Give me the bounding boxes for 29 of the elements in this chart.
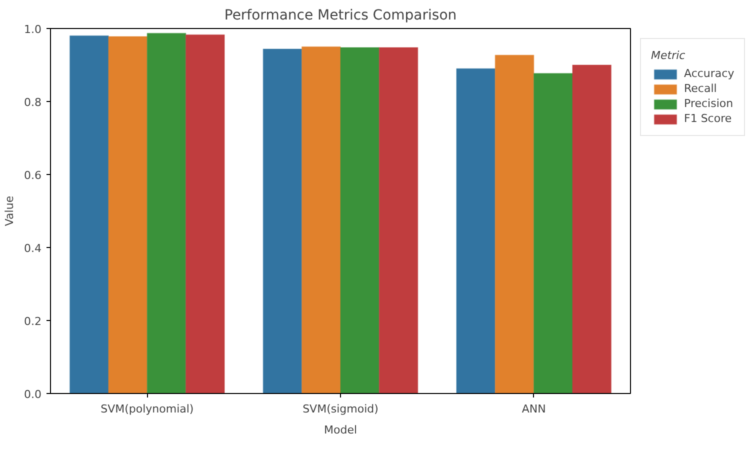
bar [301,46,341,394]
y-tick-label: 0.4 [24,242,42,255]
y-tick-label: 0.0 [24,388,42,401]
legend-label: F1 Score [684,112,732,125]
bar [262,48,302,394]
chart-title: Performance Metrics Comparison [224,8,457,24]
x-tick-label: ANN [522,402,546,416]
bar [494,54,534,394]
bar [108,36,148,394]
bar [340,46,380,394]
bar [69,35,109,394]
bar [146,32,186,394]
bar [572,64,612,394]
x-tick-label: SVM(sigmoid) [302,402,378,416]
y-tick-label: 0.2 [24,315,42,328]
x-axis-title: Model [324,424,358,436]
y-axis-title: Value [3,196,16,226]
bar [456,68,496,394]
legend-title: Metric [651,49,686,62]
bar [378,46,418,394]
legend-label: Precision [684,97,734,110]
bar [185,34,225,394]
bar [533,72,573,394]
y-tick-label: 0.8 [24,96,42,109]
y-tick-label: 1.0 [24,23,42,36]
legend-label: Recall [684,82,717,95]
y-tick-label: 0.6 [24,169,42,182]
x-tick-label: SVM(polynomial) [100,402,194,416]
legend-label: Accuracy [684,67,734,80]
